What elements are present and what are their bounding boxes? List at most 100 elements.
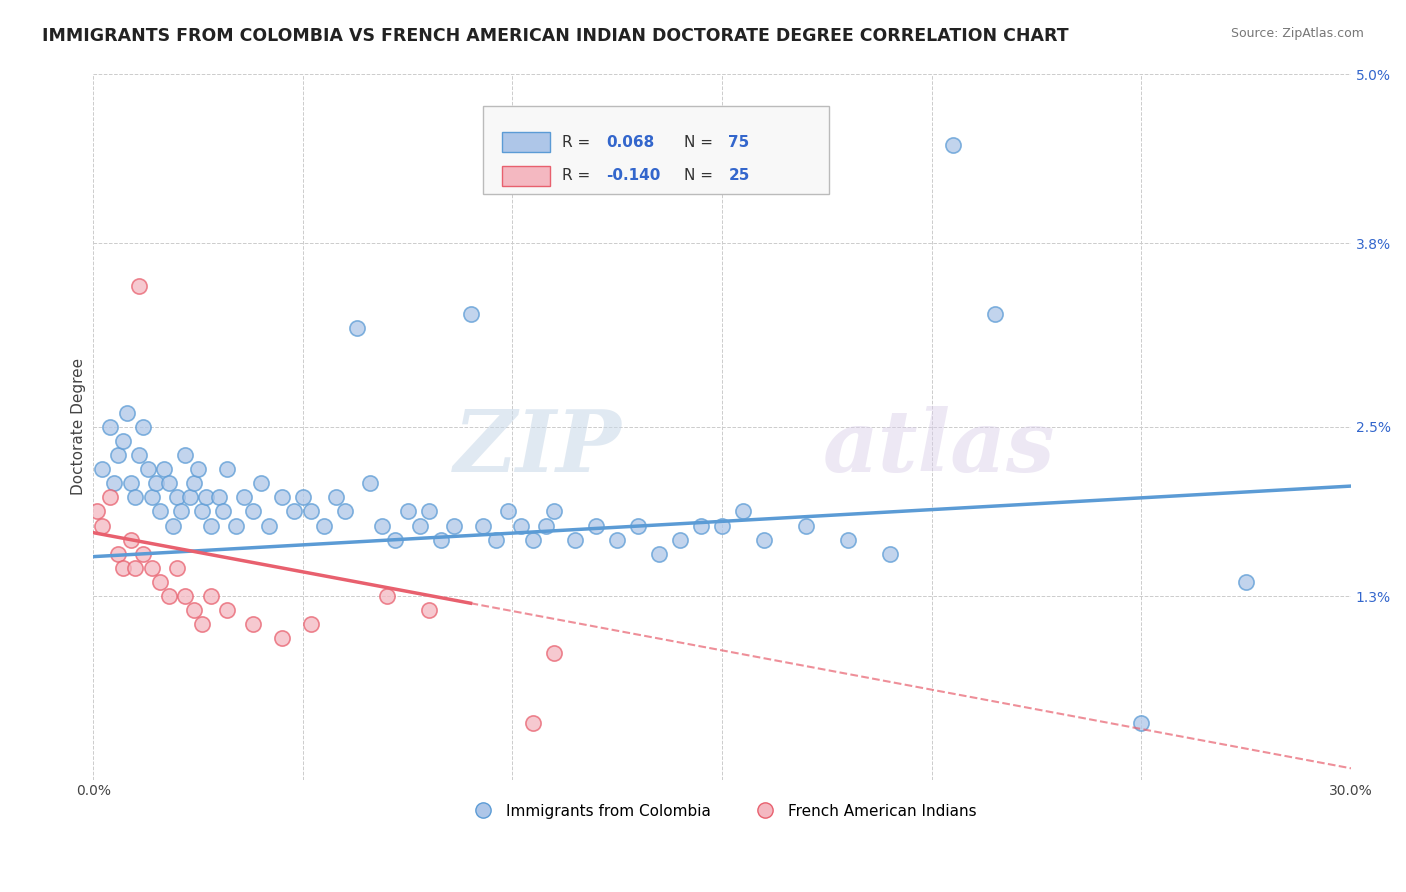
- Text: Source: ZipAtlas.com: Source: ZipAtlas.com: [1230, 27, 1364, 40]
- Point: [153, 462, 176, 476]
- Bar: [502, 166, 550, 186]
- Point: [124, 491, 146, 505]
- Point: [270, 632, 292, 646]
- Point: [564, 533, 586, 547]
- Point: [166, 491, 188, 505]
- Point: [794, 518, 817, 533]
- Point: [291, 491, 314, 505]
- Point: [242, 617, 264, 632]
- Text: R =: R =: [562, 135, 596, 150]
- Point: [174, 589, 197, 603]
- Point: [120, 533, 142, 547]
- Point: [145, 476, 167, 491]
- Point: [283, 504, 305, 518]
- Point: [90, 462, 112, 476]
- Point: [183, 603, 205, 617]
- Point: [200, 518, 222, 533]
- Point: [195, 491, 218, 505]
- Point: [731, 504, 754, 518]
- Point: [418, 603, 440, 617]
- Point: [157, 476, 180, 491]
- Point: [522, 716, 544, 731]
- Text: atlas: atlas: [823, 406, 1056, 490]
- Point: [371, 518, 394, 533]
- Point: [136, 462, 159, 476]
- Point: [690, 518, 713, 533]
- Point: [250, 476, 273, 491]
- Point: [1234, 575, 1257, 590]
- Point: [534, 518, 557, 533]
- Text: -0.140: -0.140: [606, 168, 661, 183]
- Point: [166, 561, 188, 575]
- Point: [522, 533, 544, 547]
- Point: [111, 561, 134, 575]
- Point: [443, 518, 465, 533]
- Point: [191, 617, 214, 632]
- Point: [128, 278, 150, 293]
- Point: [111, 434, 134, 448]
- Point: [170, 504, 193, 518]
- Point: [162, 518, 184, 533]
- Point: [752, 533, 775, 547]
- Point: [157, 589, 180, 603]
- Text: 0.068: 0.068: [606, 135, 655, 150]
- Point: [132, 547, 155, 561]
- Point: [983, 307, 1005, 321]
- Point: [128, 448, 150, 462]
- Point: [509, 518, 531, 533]
- Point: [149, 575, 172, 590]
- Point: [187, 462, 209, 476]
- Point: [879, 547, 901, 561]
- Point: [543, 646, 565, 660]
- Point: [208, 491, 231, 505]
- Point: [98, 491, 121, 505]
- Point: [149, 504, 172, 518]
- Point: [711, 518, 734, 533]
- Text: 25: 25: [728, 168, 749, 183]
- Point: [212, 504, 235, 518]
- Point: [359, 476, 381, 491]
- Point: [585, 518, 607, 533]
- Point: [333, 504, 356, 518]
- Point: [259, 518, 281, 533]
- Point: [312, 518, 335, 533]
- Point: [837, 533, 859, 547]
- Point: [270, 491, 292, 505]
- Point: [98, 419, 121, 434]
- Point: [396, 504, 419, 518]
- Text: ZIP: ZIP: [454, 406, 621, 490]
- Point: [325, 491, 347, 505]
- Text: N =: N =: [685, 168, 718, 183]
- Point: [233, 491, 256, 505]
- Point: [120, 476, 142, 491]
- Text: IMMIGRANTS FROM COLOMBIA VS FRENCH AMERICAN INDIAN DOCTORATE DEGREE CORRELATION : IMMIGRANTS FROM COLOMBIA VS FRENCH AMERI…: [42, 27, 1069, 45]
- Point: [141, 491, 163, 505]
- Point: [418, 504, 440, 518]
- Point: [627, 518, 650, 533]
- Point: [200, 589, 222, 603]
- Point: [225, 518, 247, 533]
- Point: [375, 589, 398, 603]
- Text: 75: 75: [728, 135, 749, 150]
- Point: [409, 518, 432, 533]
- Point: [191, 504, 214, 518]
- Point: [496, 504, 519, 518]
- Point: [299, 504, 322, 518]
- Point: [543, 504, 565, 518]
- Point: [107, 448, 129, 462]
- Point: [942, 137, 965, 152]
- Point: [124, 561, 146, 575]
- Point: [107, 547, 129, 561]
- Point: [1130, 716, 1153, 731]
- Text: N =: N =: [685, 135, 718, 150]
- Point: [606, 533, 628, 547]
- Point: [217, 603, 239, 617]
- Point: [115, 406, 138, 420]
- Point: [485, 533, 508, 547]
- Point: [648, 547, 671, 561]
- Legend: Immigrants from Colombia, French American Indians: Immigrants from Colombia, French America…: [463, 797, 983, 825]
- Point: [132, 419, 155, 434]
- Bar: [502, 132, 550, 152]
- Point: [174, 448, 197, 462]
- Point: [141, 561, 163, 575]
